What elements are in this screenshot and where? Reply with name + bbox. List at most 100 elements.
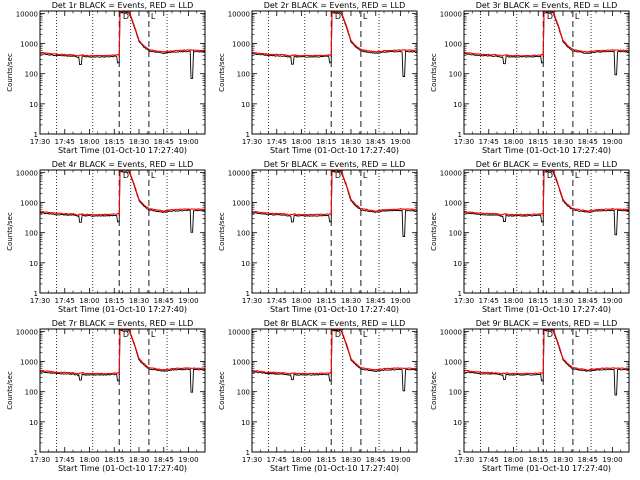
x-tick-label: 17:45 bbox=[267, 138, 287, 146]
x-axis-label: Start Time (01-Oct-10 17:27:40) bbox=[482, 146, 611, 155]
x-tick-label: 17:30 bbox=[30, 138, 50, 146]
y-tick-label: 100 bbox=[237, 230, 250, 238]
x-tick-label: 18:45 bbox=[578, 456, 598, 464]
x-tick-label: 18:15 bbox=[316, 456, 336, 464]
y-tick-label: 100 bbox=[449, 71, 462, 79]
x-tick-label: 18:30 bbox=[553, 297, 573, 305]
x-tick-label: 18:45 bbox=[578, 297, 598, 305]
x-tick-label: 17:30 bbox=[454, 456, 474, 464]
marker-label: L bbox=[575, 330, 580, 339]
x-tick-label: 18:15 bbox=[104, 297, 124, 305]
x-axis-label: Start Time (01-Oct-10 17:27:40) bbox=[270, 464, 399, 473]
panel-9: Det 9r BLACK = Events, RED = LLD Counts/s… bbox=[430, 319, 630, 473]
x-tick-label: 18:45 bbox=[154, 138, 174, 146]
y-tick-label: 10 bbox=[241, 260, 250, 268]
panel-3: Det 3r BLACK = Events, RED = LLD Counts/s… bbox=[430, 1, 630, 155]
panel-7: Det 7r BLACK = Events, RED = LLD Counts/s… bbox=[6, 319, 206, 473]
x-tick-label: 18:15 bbox=[316, 297, 336, 305]
x-tick-label: 19:00 bbox=[178, 456, 198, 464]
x-tick-label: 18:45 bbox=[154, 456, 174, 464]
panel-title: Det 8r BLACK = Events, RED = LLD bbox=[264, 319, 406, 328]
y-axis-label: Counts/sec bbox=[430, 53, 438, 92]
y-tick-label: 100 bbox=[25, 389, 38, 397]
x-tick-label: 18:00 bbox=[291, 456, 311, 464]
y-tick-label: 10 bbox=[453, 260, 462, 268]
marker-label: D bbox=[547, 171, 553, 180]
marker-label: L bbox=[575, 171, 580, 180]
marker-label: L bbox=[363, 12, 368, 21]
x-tick-label: 17:45 bbox=[267, 456, 287, 464]
panel-8: Det 8r BLACK = Events, RED = LLD Counts/s… bbox=[218, 319, 418, 473]
plot-frame bbox=[251, 328, 418, 453]
x-tick-label: 18:00 bbox=[291, 138, 311, 146]
x-axis-label: Start Time (01-Oct-10 17:27:40) bbox=[482, 305, 611, 314]
y-tick-label: 1000 bbox=[232, 41, 250, 49]
x-axis-label: Start Time (01-Oct-10 17:27:40) bbox=[58, 146, 187, 155]
y-axis-label: Counts/sec bbox=[218, 212, 226, 251]
x-tick-label: 17:45 bbox=[55, 138, 75, 146]
plot-frame bbox=[251, 10, 418, 135]
y-tick-label: 100 bbox=[25, 230, 38, 238]
y-tick-label: 1000 bbox=[444, 359, 462, 367]
x-tick-label: 18:30 bbox=[553, 138, 573, 146]
y-tick-label: 10000 bbox=[16, 328, 38, 336]
y-axis-label: Counts/sec bbox=[6, 371, 14, 410]
y-tick-label: 10 bbox=[453, 419, 462, 427]
y-tick-label: 10 bbox=[241, 101, 250, 109]
x-tick-label: 17:30 bbox=[454, 138, 474, 146]
x-tick-label: 17:30 bbox=[30, 456, 50, 464]
x-tick-label: 17:30 bbox=[30, 297, 50, 305]
x-tick-label: 18:00 bbox=[503, 297, 523, 305]
x-tick-label: 19:00 bbox=[602, 456, 622, 464]
marker-label: L bbox=[363, 330, 368, 339]
y-axis-label: Counts/sec bbox=[430, 212, 438, 251]
x-axis-label: Start Time (01-Oct-10 17:27:40) bbox=[482, 464, 611, 473]
marker-label: L bbox=[151, 330, 156, 339]
marker-label: D bbox=[335, 171, 341, 180]
x-tick-label: 18:45 bbox=[154, 297, 174, 305]
marker-label: D bbox=[123, 171, 129, 180]
x-tick-label: 17:45 bbox=[267, 297, 287, 305]
panel-title: Det 6r BLACK = Events, RED = LLD bbox=[476, 160, 618, 169]
panel-title: Det 2r BLACK = Events, RED = LLD bbox=[264, 1, 406, 10]
x-tick-label: 18:00 bbox=[79, 138, 99, 146]
lld-series-line bbox=[252, 328, 418, 376]
events-series-line bbox=[463, 329, 630, 396]
y-tick-label: 1 bbox=[34, 449, 38, 457]
panel-title: Det 9r BLACK = Events, RED = LLD bbox=[476, 319, 618, 328]
y-tick-label: 10000 bbox=[228, 169, 250, 177]
y-tick-label: 1000 bbox=[232, 359, 250, 367]
x-tick-label: 18:30 bbox=[341, 456, 361, 464]
x-tick-label: 18:00 bbox=[79, 297, 99, 305]
y-tick-label: 1 bbox=[246, 449, 250, 457]
y-tick-label: 1000 bbox=[444, 200, 462, 208]
lld-series-line bbox=[40, 169, 206, 216]
panel-4: Det 4r BLACK = Events, RED = LLD Counts/s… bbox=[6, 160, 206, 314]
marker-label: D bbox=[335, 330, 341, 339]
marker-label: D bbox=[335, 12, 341, 21]
events-series-line bbox=[251, 330, 418, 392]
x-axis-label: Start Time (01-Oct-10 17:27:40) bbox=[270, 305, 399, 314]
y-axis-label: Counts/sec bbox=[6, 53, 14, 92]
panel-5: Det 5r BLACK = Events, RED = LLD Counts/s… bbox=[218, 160, 418, 314]
y-tick-label: 10 bbox=[241, 419, 250, 427]
x-tick-label: 18:30 bbox=[129, 297, 149, 305]
x-tick-label: 18:15 bbox=[528, 456, 548, 464]
y-tick-label: 1 bbox=[458, 290, 462, 298]
panel-title: Det 3r BLACK = Events, RED = LLD bbox=[476, 1, 618, 10]
marker-label: L bbox=[151, 12, 156, 21]
x-axis-label: Start Time (01-Oct-10 17:27:40) bbox=[270, 146, 399, 155]
y-tick-label: 10000 bbox=[16, 10, 38, 18]
y-tick-label: 1000 bbox=[20, 41, 38, 49]
x-tick-label: 18:30 bbox=[553, 456, 573, 464]
x-tick-label: 17:30 bbox=[242, 297, 262, 305]
y-tick-label: 100 bbox=[25, 71, 38, 79]
x-tick-label: 18:15 bbox=[528, 297, 548, 305]
x-tick-label: 18:45 bbox=[366, 138, 386, 146]
x-tick-label: 18:30 bbox=[129, 138, 149, 146]
x-tick-label: 17:45 bbox=[479, 297, 499, 305]
lld-series-line bbox=[252, 10, 418, 57]
x-tick-label: 17:45 bbox=[479, 138, 499, 146]
y-tick-label: 100 bbox=[449, 230, 462, 238]
marker-label: D bbox=[123, 12, 129, 21]
